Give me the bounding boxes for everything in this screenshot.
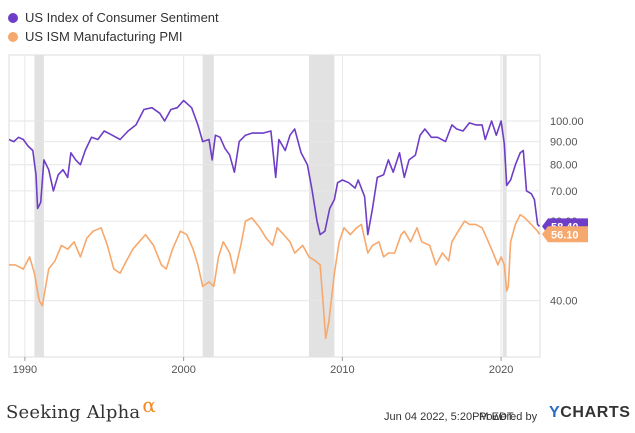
- x-tick-label: 1990: [13, 364, 37, 376]
- plot-area: [8, 54, 541, 358]
- powered-by-label: Powered by: [479, 411, 538, 423]
- ycharts-y-icon: Y: [549, 404, 561, 421]
- ycharts-wordmark: CHARTS: [560, 404, 631, 421]
- last-value-label: 56.10: [551, 229, 579, 241]
- brand-name: Seeking Alpha: [6, 402, 141, 423]
- y-tick-label: 70.00: [550, 186, 578, 198]
- last-value-tag: [542, 226, 588, 243]
- x-tick-label: 2020: [489, 364, 513, 376]
- legend-item-consumer-sentiment[interactable]: US Index of Consumer Sentiment: [8, 8, 219, 27]
- y-tick-label: 90.00: [550, 137, 578, 149]
- x-tick-label: 2000: [171, 364, 195, 376]
- alpha-icon: α: [142, 393, 157, 417]
- recession-band: [502, 55, 507, 357]
- chart-legend: US Index of Consumer Sentiment US ISM Ma…: [8, 8, 219, 46]
- seeking-alpha-logo: Seeking Alpha α: [6, 393, 156, 423]
- recession-band: [202, 55, 214, 357]
- ycharts-logo[interactable]: YCHARTS: [549, 404, 631, 422]
- legend-dot-icon: [8, 12, 18, 23]
- x-tick-label: 2010: [330, 364, 354, 376]
- y-tick-label: 80.00: [550, 160, 578, 172]
- series-line-consumer-sentiment: [8, 99, 541, 236]
- timestamp: Jun 04 2022, 5:20PM EDT.: [384, 411, 516, 423]
- series-line-ism-pmi: [9, 213, 541, 340]
- legend-item-ism-pmi[interactable]: US ISM Manufacturing PMI: [8, 27, 219, 46]
- y-tick-label: 100.00: [550, 116, 584, 128]
- legend-dot-icon: [8, 31, 18, 42]
- y-tick-label: 40.00: [550, 296, 578, 308]
- legend-label: US ISM Manufacturing PMI: [25, 29, 183, 44]
- legend-label: US Index of Consumer Sentiment: [25, 10, 219, 25]
